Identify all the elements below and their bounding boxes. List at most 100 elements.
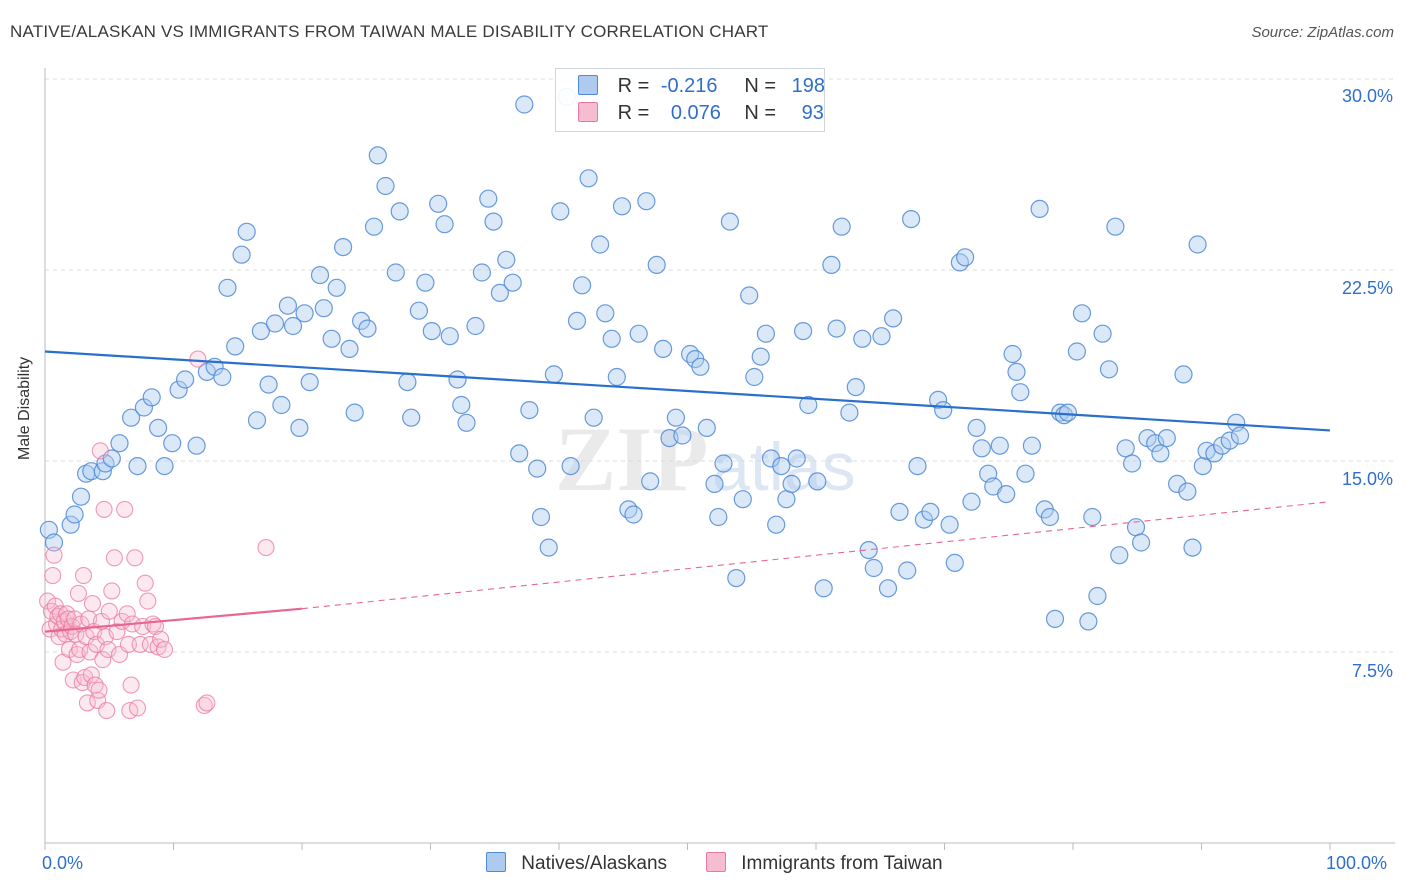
x-tick-label-min: 0.0% [42, 853, 84, 873]
natives-point [1116, 439, 1135, 458]
natives-point [814, 579, 833, 598]
natives-point [934, 401, 953, 420]
natives-point [709, 507, 728, 527]
r-label: R = [617, 75, 650, 97]
natives-point [1072, 304, 1092, 323]
taiwan-point [91, 442, 109, 460]
natives-point [890, 502, 909, 521]
natives-point [579, 169, 598, 188]
series-taiwan-points [39, 350, 275, 720]
natives-point [629, 324, 648, 343]
stats-row-natives: R = -0.216 N = 198 [578, 75, 825, 101]
natives-point [1174, 365, 1193, 384]
natives-point [572, 276, 592, 295]
natives-point [612, 197, 632, 216]
source-label: Source: ZipAtlas.com [1251, 24, 1394, 41]
taiwan-point [139, 592, 157, 610]
series-legend: Natives/Alaskans Immigrants from Taiwan [0, 852, 1406, 878]
taiwan-point [144, 615, 162, 633]
natives-point [128, 457, 147, 476]
natives-point [733, 490, 752, 509]
natives-point [61, 515, 80, 534]
natives-swatch [578, 75, 598, 95]
legend-label-taiwan: Immigrants from Taiwan [741, 853, 943, 874]
natives-point [340, 339, 359, 358]
natives-point [218, 278, 237, 297]
natives-point [840, 403, 859, 422]
natives-point [653, 339, 673, 358]
natives-point [619, 500, 638, 519]
natives-point [928, 390, 948, 409]
natives-point [44, 533, 64, 552]
natives-point [409, 301, 428, 320]
natives-point [310, 266, 330, 285]
natives-point [149, 418, 168, 437]
taiwan-point [108, 623, 126, 641]
n-label: N = [744, 75, 777, 97]
natives-point [237, 222, 256, 241]
natives-point [155, 457, 174, 476]
y-tick-label-15: 15.0% [1341, 469, 1393, 489]
natives-point [1022, 436, 1042, 455]
natives-point [822, 255, 841, 274]
n-label: N = [744, 102, 777, 124]
natives-point [479, 189, 498, 208]
taiwan-point [155, 640, 174, 659]
natives-point [945, 553, 964, 573]
natives-point [691, 357, 710, 376]
natives-point [528, 459, 547, 478]
taiwan-point [44, 567, 62, 585]
natives-point [673, 426, 692, 445]
taiwan-point [131, 635, 149, 653]
natives-point [751, 347, 770, 366]
taiwan-point [198, 694, 216, 712]
natives-point [846, 378, 865, 397]
taiwan-point [118, 605, 136, 623]
natives-point [520, 401, 539, 420]
natives-point [808, 472, 827, 491]
r-label: R = [617, 102, 650, 124]
natives-point [1178, 482, 1197, 501]
taiwan-point [95, 500, 113, 518]
taiwan-point [98, 702, 116, 720]
natives-point [1220, 431, 1239, 450]
natives-trend-line [44, 350, 1331, 432]
taiwan-point [116, 500, 134, 518]
natives-point [950, 253, 970, 272]
natives-point [714, 454, 733, 473]
x-tick-label-max: 100.0% [1326, 853, 1388, 873]
taiwan-point [103, 582, 121, 600]
taiwan-point [195, 696, 213, 715]
watermark-atlas: atlas [712, 429, 856, 505]
natives-point [602, 329, 621, 348]
natives-point [422, 322, 441, 341]
grid-lines [45, 78, 1395, 653]
legend-item-natives[interactable]: Natives/Alaskans [486, 852, 667, 875]
legend-label-natives: Natives/Alaskans [521, 853, 668, 874]
natives-point [457, 413, 476, 432]
natives-point [142, 388, 161, 407]
natives-point [777, 490, 796, 509]
natives-point [398, 373, 417, 392]
taiwan-point [100, 602, 118, 620]
natives-point [1040, 507, 1060, 527]
stats-legend: R = -0.216 N = 198 R = 0.076 N = 93 [555, 68, 825, 132]
natives-point [327, 278, 346, 297]
natives-point [1151, 444, 1170, 463]
natives-point [1183, 538, 1202, 557]
natives-point [1079, 612, 1098, 631]
natives-point [497, 250, 516, 269]
natives-point [490, 283, 509, 302]
natives-point [561, 457, 580, 476]
natives-point [402, 408, 421, 427]
natives-point [1188, 235, 1207, 254]
natives-point [295, 304, 314, 323]
y-tick-label-22-5: 22.5% [1341, 278, 1393, 298]
natives-point [720, 212, 740, 231]
natives-point [71, 487, 91, 506]
natives-point [1106, 217, 1125, 236]
natives-point [259, 375, 278, 394]
natives-point [908, 457, 927, 476]
natives-point [1003, 344, 1022, 364]
legend-item-taiwan[interactable]: Immigrants from Taiwan [706, 852, 943, 875]
